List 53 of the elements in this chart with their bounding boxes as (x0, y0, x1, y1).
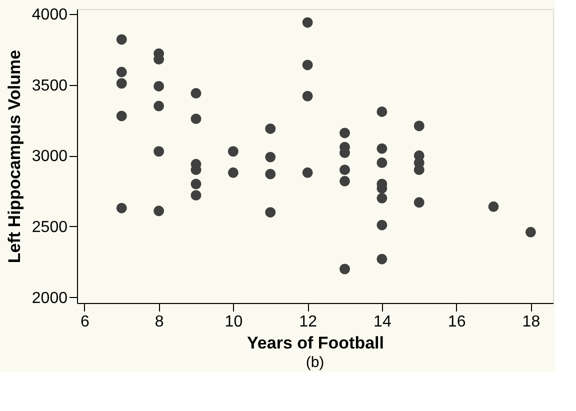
x-tick-label: 18 (522, 314, 540, 330)
point (190, 114, 202, 124)
point (116, 78, 127, 89)
x-tick-label: 16 (448, 314, 466, 330)
point (340, 176, 350, 186)
y-tick-label: 3500 (32, 77, 68, 94)
point (154, 100, 164, 112)
point (154, 206, 164, 216)
point (265, 152, 276, 162)
point (228, 167, 238, 178)
x-tick-label: 14 (374, 314, 392, 330)
point (154, 146, 164, 157)
point (376, 254, 388, 264)
x-tick-label: 6 (80, 314, 90, 330)
x-tick-label: 12 (299, 314, 318, 330)
point (376, 143, 388, 154)
point (525, 226, 536, 238)
point (190, 190, 202, 201)
point (414, 120, 424, 132)
point (265, 123, 276, 134)
point (302, 167, 313, 178)
point (340, 128, 350, 138)
y-tick-label: 2000 (32, 290, 68, 307)
point (414, 164, 424, 176)
point (302, 60, 313, 70)
point (154, 80, 164, 92)
point (376, 157, 388, 168)
x-axis-title: Years of Football (247, 334, 384, 352)
point (190, 88, 202, 99)
y-tick-label: 3000 (32, 148, 68, 166)
point (376, 106, 388, 117)
y-tick-label: 2500 (32, 218, 68, 236)
point (488, 201, 499, 212)
point (376, 192, 388, 204)
point (340, 164, 350, 176)
x-tick-label: 10 (224, 314, 243, 330)
point (116, 66, 127, 78)
y-tick-label: 4000 (32, 6, 68, 24)
text: (b) (306, 354, 324, 371)
point (302, 17, 313, 28)
point (340, 264, 350, 274)
point (190, 178, 202, 190)
y-axis-title: Left Hippocampus Volume (4, 50, 24, 264)
point (265, 207, 276, 218)
point (414, 197, 424, 208)
point (228, 146, 238, 157)
point (376, 220, 388, 230)
point (265, 168, 276, 180)
point (116, 110, 127, 122)
point (116, 34, 127, 45)
point (302, 90, 313, 102)
x-tick-label: 8 (154, 314, 164, 330)
point (116, 202, 127, 214)
